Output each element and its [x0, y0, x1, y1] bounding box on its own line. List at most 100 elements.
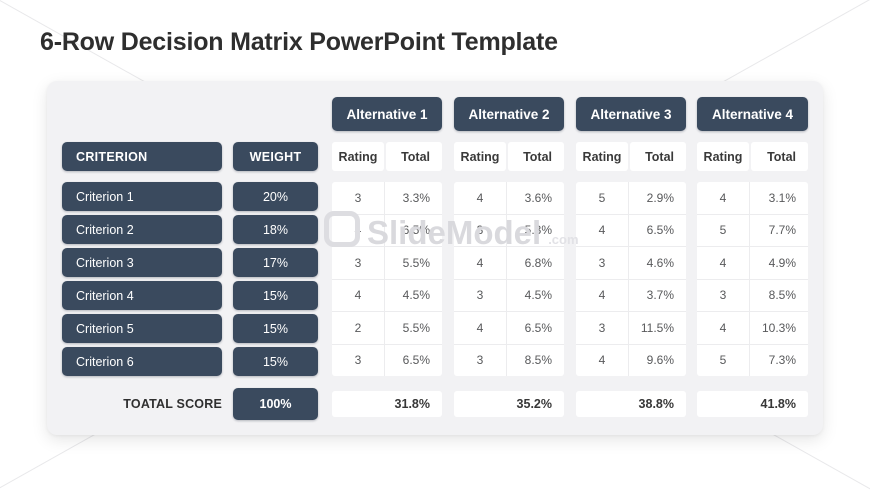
rating-value-cell: 3	[476, 353, 484, 368]
total-column-header: Total	[508, 142, 564, 171]
rating-value-cell: 3	[598, 255, 606, 270]
rating-column-header: Rating	[454, 142, 506, 171]
criterion-chip[interactable]: Criterion 3	[62, 248, 222, 277]
alternative-data-block: 3 3.3% 4 6.5% 3 5.5% 4 4.5% 2 5.5% 3 6.5%	[332, 182, 442, 376]
total-score-label: TOATAL SCORE	[123, 397, 222, 411]
rating-value-cell: 2	[354, 320, 362, 335]
alternative-header-button[interactable]: Alternative 4	[697, 97, 808, 131]
criterion-chip[interactable]: Criterion 1	[62, 182, 222, 211]
table-row: 3 4.5%	[454, 278, 564, 311]
alternative-data-block: 4 3.6% 3 5.3% 4 6.8% 3 4.5% 4 6.5% 3 8.5%	[454, 182, 564, 376]
rating-value-cell: 4	[598, 288, 606, 303]
criterion-column-header: CRITERION	[62, 142, 222, 171]
table-row: 4 6.5%	[454, 311, 564, 344]
criterion-chip[interactable]: Criterion 4	[62, 281, 222, 310]
criteria-column: Criterion 1 Criterion 2 Criterion 3 Criteri…	[62, 182, 222, 376]
table-row: 4 9.6%	[576, 343, 686, 376]
rating-value-cell: 3	[719, 288, 727, 303]
rating-column-header: Rating	[697, 142, 749, 171]
total-value-cell: 3.3%	[384, 182, 442, 214]
rating-total-header-group: Rating Total	[576, 142, 686, 171]
alternative-header-button[interactable]: Alternative 1	[332, 97, 442, 131]
weight-chip[interactable]: 17%	[233, 248, 318, 277]
total-value-cell: 5.3%	[506, 214, 564, 246]
weight-chip[interactable]: 15%	[233, 281, 318, 310]
rating-total-header-group: Rating Total	[332, 142, 442, 171]
table-row: 4 6.8%	[454, 246, 564, 279]
rating-value-cell: 3	[354, 353, 362, 368]
criterion-chip[interactable]: Criterion 2	[62, 215, 222, 244]
total-value-cell: 4.9%	[749, 247, 808, 279]
rating-column-header: Rating	[576, 142, 628, 171]
table-row: 4 3.1%	[697, 182, 808, 214]
rating-value-cell: 4	[354, 223, 362, 238]
total-column-header: Total	[386, 142, 442, 171]
total-score-value-cell: 35.2%	[454, 391, 564, 417]
total-value-cell: 6.5%	[628, 214, 686, 246]
rating-value-cell: 4	[476, 255, 484, 270]
rating-value-cell: 5	[598, 190, 606, 205]
total-score-value-cell: 41.8%	[697, 391, 808, 417]
table-row: 4 10.3%	[697, 311, 808, 344]
table-row: 3 5.3%	[454, 213, 564, 246]
rating-value-cell: 4	[598, 223, 606, 238]
weight-column-header: WEIGHT	[233, 142, 318, 171]
rating-value-cell: 4	[719, 255, 727, 270]
weight-chip[interactable]: 15%	[233, 314, 318, 343]
table-row: 3 5.5%	[332, 246, 442, 279]
table-row: 2 5.5%	[332, 311, 442, 344]
weight-chip[interactable]: 18%	[233, 215, 318, 244]
table-row: 3 4.6%	[576, 246, 686, 279]
total-value-cell: 7.7%	[749, 214, 808, 246]
table-row: 5 7.7%	[697, 213, 808, 246]
total-score-value-cell: 31.8%	[332, 391, 442, 417]
total-value-cell: 5.5%	[384, 247, 442, 279]
total-value-cell: 6.5%	[506, 312, 564, 344]
total-weight-chip[interactable]: 100%	[233, 388, 318, 420]
total-value-cell: 11.5%	[628, 312, 686, 344]
total-value-cell: 5.5%	[384, 312, 442, 344]
rating-value-cell: 3	[354, 190, 362, 205]
page-title: 6-Row Decision Matrix PowerPoint Templat…	[40, 28, 558, 56]
total-value-cell: 6.5%	[384, 214, 442, 246]
rating-value-cell: 5	[719, 353, 727, 368]
total-value-cell: 7.3%	[749, 344, 808, 376]
table-row: 4 4.9%	[697, 246, 808, 279]
total-value-cell: 8.5%	[749, 279, 808, 311]
table-row: 4 6.5%	[332, 213, 442, 246]
rating-total-header-group: Rating Total	[454, 142, 564, 171]
total-value-cell: 6.5%	[384, 344, 442, 376]
table-row: 3 6.5%	[332, 343, 442, 376]
rating-value-cell: 3	[598, 320, 606, 335]
alternative-data-block: 5 2.9% 4 6.5% 3 4.6% 4 3.7% 3 11.5% 4 9.6%	[576, 182, 686, 376]
weight-chip[interactable]: 15%	[233, 347, 318, 376]
rating-column-header: Rating	[332, 142, 384, 171]
total-value-cell: 6.8%	[506, 247, 564, 279]
total-value-cell: 9.6%	[628, 344, 686, 376]
total-value-cell: 2.9%	[628, 182, 686, 214]
alternative-data-block: 4 3.1% 5 7.7% 4 4.9% 3 8.5% 4 10.3% 5 7.3%	[697, 182, 808, 376]
weight-chip[interactable]: 20%	[233, 182, 318, 211]
criterion-chip[interactable]: Criterion 6	[62, 347, 222, 376]
total-value-cell: 3.7%	[628, 279, 686, 311]
total-column-header: Total	[630, 142, 686, 171]
weights-column: 20% 18% 17% 15% 15% 15%	[233, 182, 318, 376]
criterion-chip[interactable]: Criterion 5	[62, 314, 222, 343]
rating-value-cell: 4	[719, 320, 727, 335]
table-row: 4 4.5%	[332, 278, 442, 311]
table-row: 5 2.9%	[576, 182, 686, 214]
alternative-header-button[interactable]: Alternative 2	[454, 97, 564, 131]
rating-value-cell: 3	[476, 288, 484, 303]
total-value-cell: 8.5%	[506, 344, 564, 376]
rating-value-cell: 4	[476, 320, 484, 335]
table-row: 3 8.5%	[697, 278, 808, 311]
rating-value-cell: 4	[476, 190, 484, 205]
total-column-header: Total	[751, 142, 808, 171]
table-row: 3 3.3%	[332, 182, 442, 214]
rating-value-cell: 4	[719, 190, 727, 205]
rating-value-cell: 4	[354, 288, 362, 303]
rating-total-header-group: Rating Total	[697, 142, 808, 171]
alternative-header-button[interactable]: Alternative 3	[576, 97, 686, 131]
table-row: 3 8.5%	[454, 343, 564, 376]
